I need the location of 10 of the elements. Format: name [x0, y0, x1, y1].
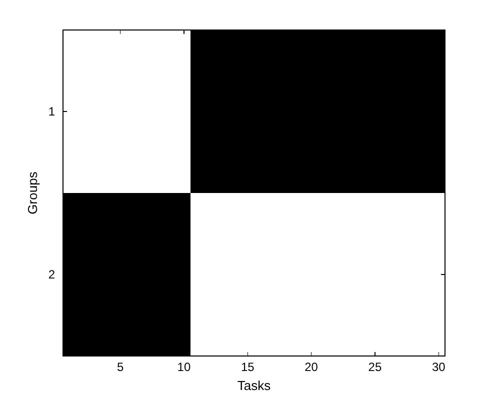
x-tick-label: 15 — [240, 360, 255, 374]
y-axis-title: Groups — [25, 171, 40, 214]
x-axis-title: Tasks — [237, 378, 272, 393]
x-tick-label: 10 — [177, 360, 191, 374]
x-tick-label: 30 — [432, 360, 446, 374]
x-tick-label: 20 — [304, 360, 318, 374]
x-tick-label: 25 — [368, 360, 382, 374]
y-tick-label: 2 — [48, 268, 56, 282]
x-tick-label: 5 — [116, 360, 124, 374]
y-tick-label: 1 — [48, 104, 56, 119]
